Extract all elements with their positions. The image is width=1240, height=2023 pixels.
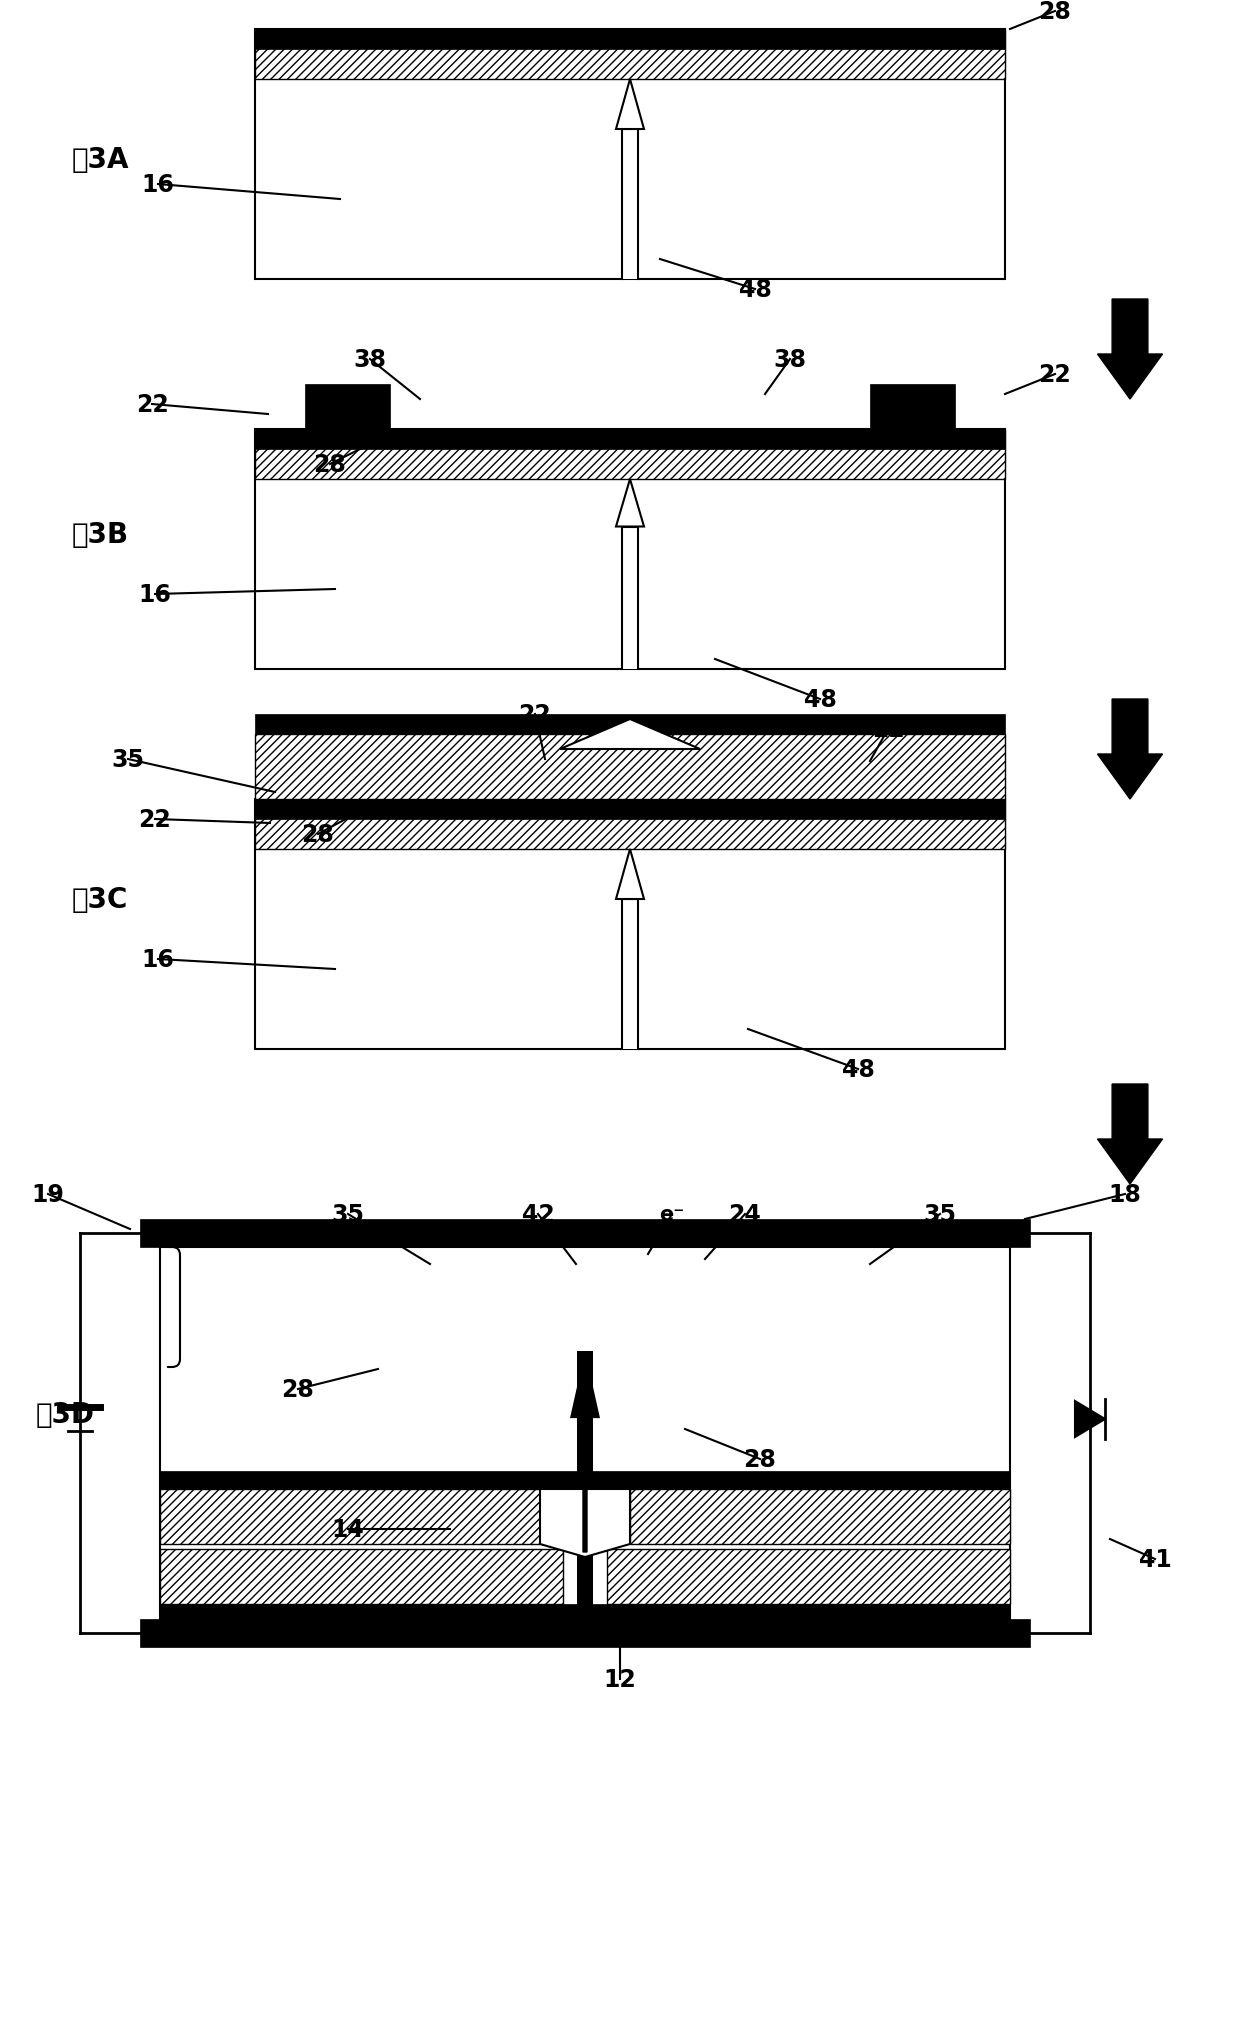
- Polygon shape: [560, 720, 701, 751]
- Text: 22: 22: [1039, 362, 1071, 386]
- Text: 38: 38: [774, 348, 806, 372]
- Text: 48: 48: [739, 277, 771, 301]
- FancyArrow shape: [1097, 299, 1163, 401]
- FancyArrow shape: [574, 1463, 596, 1552]
- Text: e⁻: e⁻: [660, 1204, 684, 1224]
- Bar: [621, 129, 639, 279]
- Text: 18: 18: [1109, 1181, 1142, 1206]
- Text: 41: 41: [1138, 1548, 1172, 1572]
- Text: 48: 48: [842, 1058, 874, 1082]
- Text: 图3C: 图3C: [72, 886, 128, 914]
- Text: 16: 16: [141, 172, 175, 196]
- FancyArrow shape: [1097, 700, 1163, 799]
- Text: 42: 42: [522, 1202, 554, 1226]
- Text: 22: 22: [872, 718, 904, 742]
- Bar: [255, 799, 1004, 1050]
- Bar: [255, 799, 1004, 850]
- Bar: [255, 429, 1004, 670]
- Bar: [160, 1248, 1011, 1618]
- Text: 28: 28: [301, 823, 335, 846]
- Bar: [577, 1351, 593, 1618]
- Text: 22: 22: [135, 392, 169, 417]
- Bar: [608, 1550, 1011, 1604]
- Polygon shape: [616, 81, 644, 129]
- Bar: [255, 734, 1004, 799]
- Bar: [630, 1489, 1011, 1544]
- Bar: [255, 30, 1004, 81]
- Bar: [621, 528, 639, 670]
- Text: 28: 28: [314, 453, 346, 477]
- Bar: [140, 1220, 1030, 1248]
- Polygon shape: [616, 479, 644, 528]
- Text: 48: 48: [804, 688, 837, 712]
- Text: 图3B: 图3B: [72, 520, 129, 548]
- Text: 16: 16: [139, 583, 171, 607]
- Polygon shape: [539, 1489, 630, 1558]
- Bar: [160, 1604, 1011, 1622]
- Text: 28: 28: [1039, 0, 1071, 24]
- Text: 图3D: 图3D: [36, 1400, 94, 1428]
- Bar: [255, 30, 1004, 279]
- Bar: [305, 384, 391, 429]
- Bar: [160, 1471, 1011, 1489]
- Bar: [140, 1618, 1030, 1647]
- Text: 12: 12: [604, 1667, 636, 1691]
- Text: 22: 22: [518, 702, 552, 726]
- Text: 24: 24: [729, 1202, 761, 1226]
- Polygon shape: [1075, 1402, 1105, 1436]
- Text: 35: 35: [331, 1202, 365, 1226]
- Bar: [621, 900, 639, 1050]
- Text: 35: 35: [112, 749, 145, 771]
- Bar: [870, 384, 955, 429]
- Text: 28: 28: [744, 1446, 776, 1471]
- Polygon shape: [570, 1351, 600, 1418]
- FancyArrow shape: [1097, 1084, 1163, 1183]
- Bar: [255, 30, 1004, 51]
- Bar: [255, 799, 1004, 819]
- Polygon shape: [616, 850, 644, 900]
- Text: 图3A: 图3A: [71, 146, 129, 174]
- Bar: [255, 429, 1004, 449]
- Text: 16: 16: [141, 947, 175, 971]
- Text: 19: 19: [31, 1181, 64, 1206]
- Text: 14: 14: [331, 1517, 365, 1542]
- Bar: [255, 429, 1004, 479]
- Text: 38: 38: [353, 348, 387, 372]
- Text: 28: 28: [281, 1378, 315, 1402]
- Bar: [255, 714, 1004, 734]
- Bar: [160, 1489, 539, 1544]
- Bar: [160, 1550, 563, 1604]
- Text: 35: 35: [924, 1202, 956, 1226]
- Text: 22: 22: [139, 807, 171, 831]
